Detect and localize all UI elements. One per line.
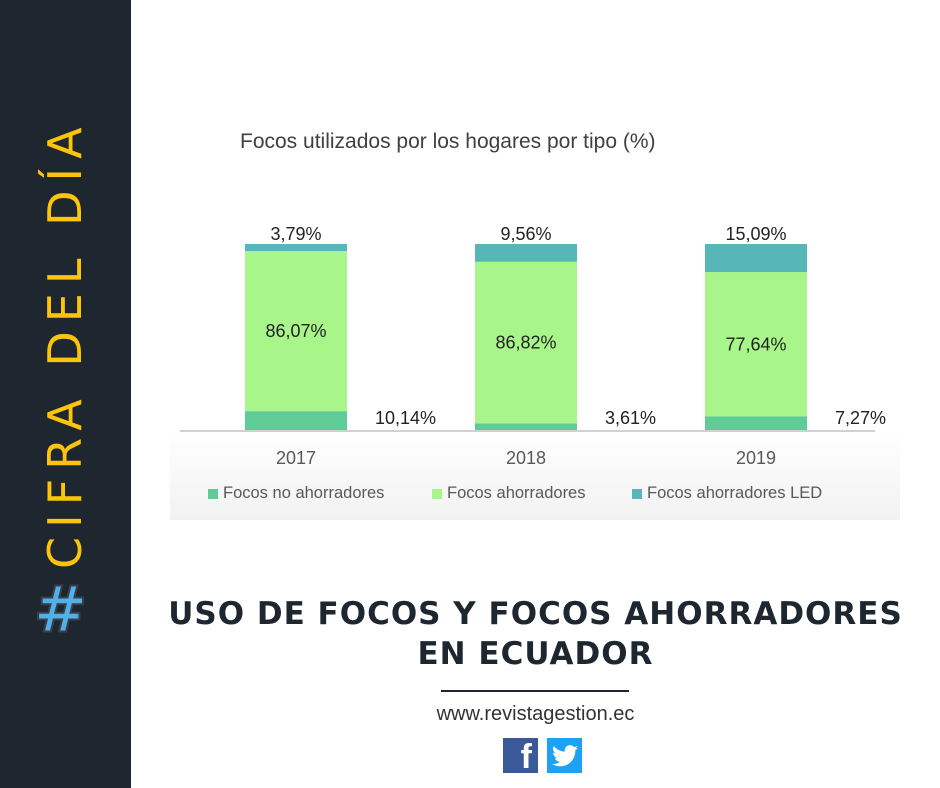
bar-2018-2 [475, 244, 577, 262]
x-tick-label: 2019 [736, 448, 776, 468]
bar-2019-0 [705, 416, 807, 430]
headline-line-2: EN ECUADOR [417, 636, 654, 672]
legend-swatch [208, 488, 218, 499]
data-label: 15,09% [725, 224, 786, 244]
data-label: 3,79% [270, 224, 321, 244]
data-label: 7,27% [835, 408, 886, 428]
data-label: 9,56% [500, 224, 551, 244]
facebook-icon[interactable]: f [503, 738, 538, 774]
bar-2018-0 [475, 423, 577, 430]
legend-item: Focos ahorradores LED [632, 484, 822, 503]
legend-label: Focos ahorradores [447, 484, 586, 502]
bar-2019-2 [705, 244, 807, 273]
bar-2017-2 [245, 244, 347, 252]
data-label: 3,61% [605, 408, 656, 428]
data-label: 77,64% [725, 334, 786, 354]
chart-title: Focos utilizados por los hogares por tip… [240, 130, 656, 153]
legend-item: Focos no ahorradores [208, 484, 384, 503]
chart-background [170, 430, 900, 520]
data-label: 86,07% [265, 321, 326, 341]
bar-2017-1 [245, 251, 347, 412]
twitter-icon[interactable]: twitter [547, 738, 582, 773]
bar-2018-1 [475, 261, 577, 424]
x-tick-label: 2018 [506, 448, 546, 468]
legend-swatch [632, 488, 642, 499]
sidebar: # CIFRA DEL DÍA [0, 0, 131, 788]
headline-line-1: USO DE FOCOS Y FOCOS AHORRADORES [168, 596, 903, 632]
bar-2017-0 [245, 411, 347, 430]
legend-label: Focos no ahorradores [223, 484, 385, 502]
headline: USO DE FOCOS Y FOCOS AHORRADORES EN ECUA… [131, 594, 940, 674]
data-label: 10,14% [375, 408, 436, 428]
legend-item: Focos ahorradores [432, 484, 586, 503]
legend-label: Focos ahorradores LED [647, 484, 823, 502]
legend-swatch [432, 488, 442, 499]
x-tick-label: 2017 [276, 448, 316, 468]
data-label: 86,82% [495, 333, 556, 353]
bar-2019-1 [705, 272, 807, 417]
website-link[interactable]: www.revistagestion.ec [436, 703, 635, 725]
divider [441, 690, 629, 692]
